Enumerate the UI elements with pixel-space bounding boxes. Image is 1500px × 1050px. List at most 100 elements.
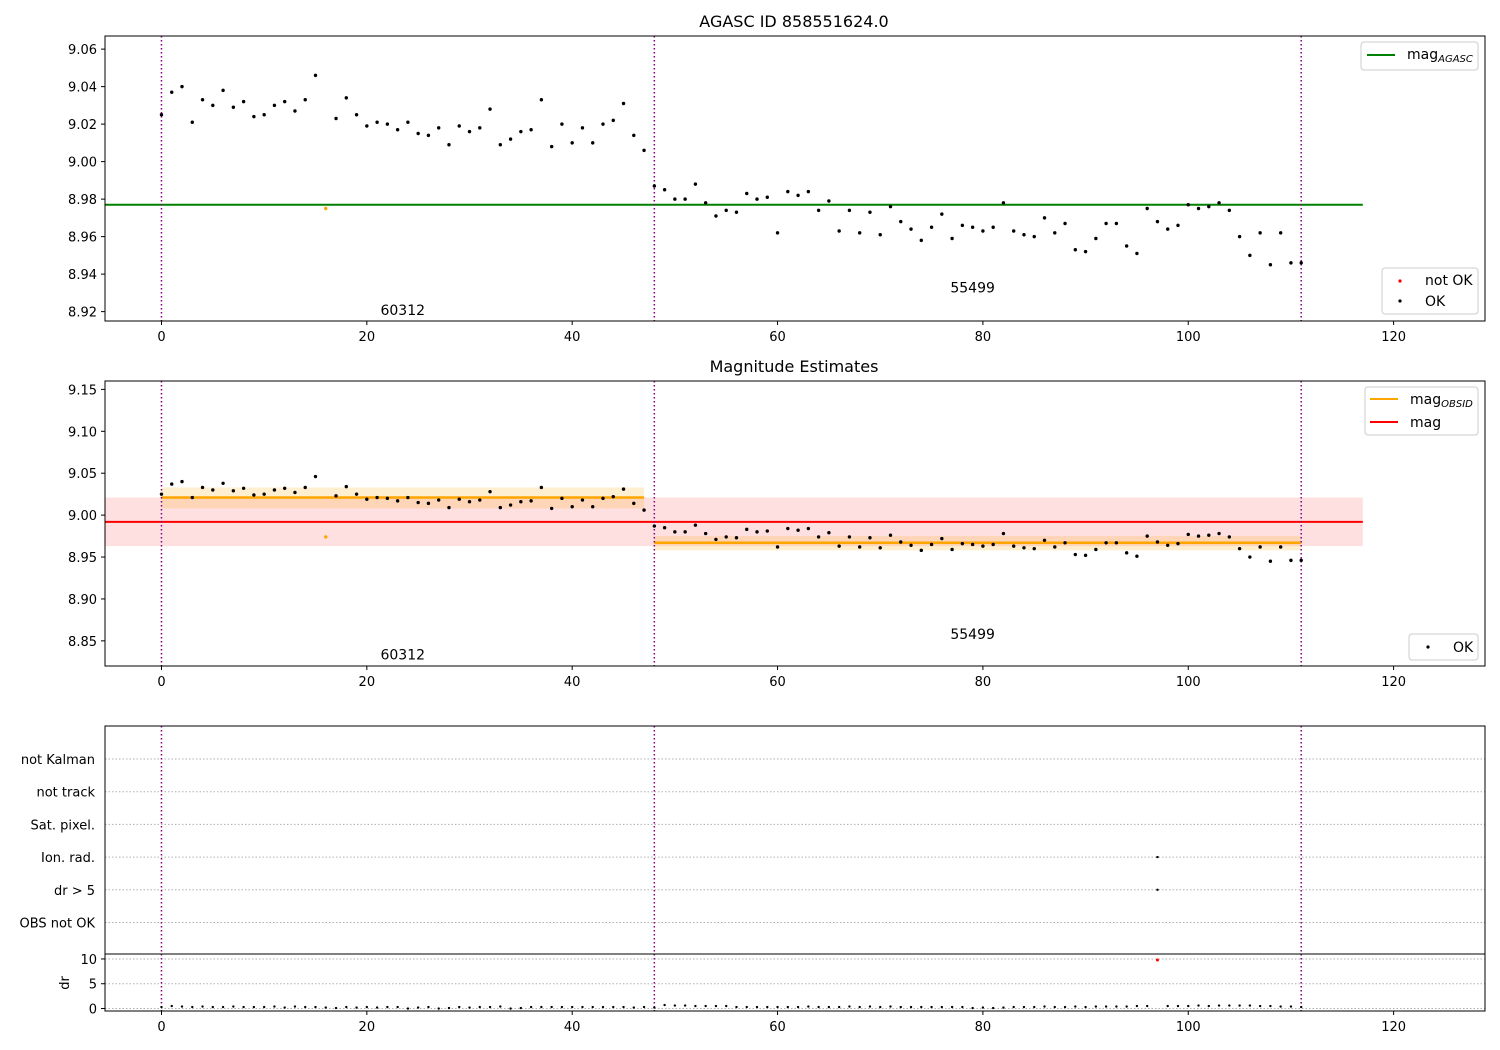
data-point [170,90,174,94]
dr-point [365,1005,369,1009]
data-point [970,542,975,547]
data-point [159,113,164,117]
data-point [416,131,420,136]
x-tick-label: 100 [1176,330,1201,345]
data-point [745,191,749,196]
data-point [827,531,831,535]
data-point [539,485,544,490]
data-point [365,124,369,128]
x-tick-label: 120 [1381,675,1406,690]
data-point [1042,538,1047,542]
data-point [180,479,184,484]
data-point [406,495,410,500]
dr-point [581,1005,584,1009]
data-point [1289,261,1293,265]
x-tick-label: 60 [769,330,786,345]
dr-point [160,1005,163,1009]
data-point [981,544,985,548]
data-point [940,536,944,541]
data-point [252,493,256,497]
x-tick-label: 0 [157,1020,165,1035]
data-point [878,233,882,237]
data-point [190,495,194,500]
data-point [313,73,318,78]
outlier-point [324,206,328,211]
data-point [611,494,615,499]
data-point [200,485,205,490]
data-point [375,120,379,124]
data-point [426,501,431,506]
data-point [806,526,811,531]
data-point [1012,544,1016,548]
data-point [1217,201,1221,205]
legend-ok-2: OK [1453,640,1474,656]
data-point [693,182,698,186]
dr-point [1166,1004,1169,1008]
dr-point [920,1005,923,1009]
data-point [1268,263,1273,267]
data-point [1001,201,1006,205]
dr-point [519,1006,523,1010]
data-point [1196,206,1201,211]
y-tick-label: 8.94 [68,268,97,283]
data-point [888,533,893,537]
panel1-legend-upper: magAGASC [1360,41,1479,71]
panel1-title: AGASC ID 858551624.0 [699,12,888,31]
data-point [857,545,862,549]
data-point [529,128,533,132]
legend-mag-agasc: magAGASC [1407,47,1473,65]
data-point [1237,234,1242,239]
data-point [426,133,431,138]
outlier-point [324,535,328,539]
data-point [1073,248,1078,252]
legend-not-ok: not OK [1425,273,1473,289]
data-point [560,122,564,126]
dr-point [899,1005,902,1009]
data-point [1094,547,1098,552]
data-point [170,482,174,486]
data-point [703,531,708,536]
data-point [775,545,780,549]
data-point [1104,541,1108,545]
dr-point [848,1005,851,1008]
data-point [591,505,595,509]
dr-point [1269,1004,1272,1008]
data-point [262,492,266,496]
data-point [1063,541,1067,545]
data-point [868,210,872,214]
flag-label: dr > 5 [54,884,95,899]
flag-label: Sat. pixel. [31,818,95,833]
dr-point [889,1005,892,1008]
dr-point [1012,1005,1015,1009]
x-tick-label: 100 [1176,1020,1201,1035]
dr-point [1043,1005,1046,1008]
data-point [549,506,554,511]
data-point [786,526,790,531]
data-point [1227,208,1232,213]
data-point [580,498,585,502]
data-point [837,229,841,233]
data-point [888,204,893,209]
data-point [231,489,236,493]
dr-point [1217,1004,1221,1007]
data-point [1022,546,1026,550]
data-point [652,184,657,188]
panel3-frame [104,725,1486,1012]
dr-point [745,1005,748,1009]
data-point [775,231,780,235]
data-point [755,197,759,201]
dr-point [191,1005,194,1009]
data-point [632,501,636,506]
data-point [611,118,615,123]
dr-point [591,1005,594,1009]
x-tick-label: 40 [564,330,581,345]
data-point [437,498,441,502]
data-point [1186,203,1190,207]
dr-point [807,1005,810,1008]
data-point [1207,204,1211,209]
dr-point [653,1006,656,1009]
data-point [313,474,318,479]
dr-point [827,1005,831,1009]
dr-point [304,1005,307,1009]
data-point [714,214,718,218]
